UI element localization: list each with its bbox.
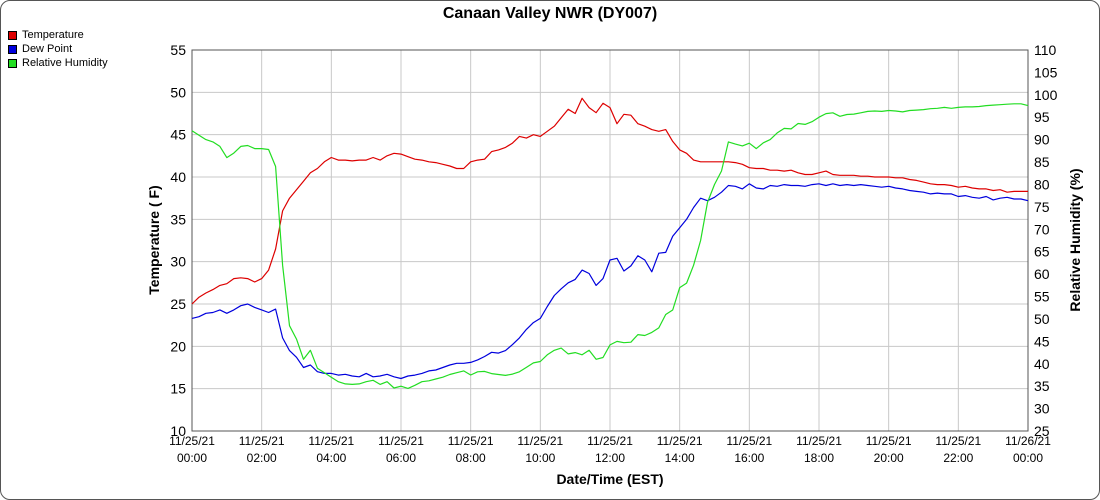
y2-tick-label: 45 — [1034, 333, 1050, 349]
x-tick-time-label: 12:00 — [595, 451, 625, 465]
y-tick-label: 10 — [170, 423, 186, 439]
x-tick-time-label: 20:00 — [874, 451, 904, 465]
y2-tick-label: 110 — [1034, 42, 1057, 58]
chart-legend: Temperature Dew Point Relative Humidity — [8, 28, 108, 70]
x-tick-date-label: 11/25/21 — [657, 434, 703, 448]
x-tick-date-label: 11/25/21 — [239, 434, 285, 448]
legend-item-relative-humidity[interactable]: Relative Humidity — [8, 56, 108, 70]
y-tick-label: 35 — [170, 211, 186, 227]
y-tick-label: 30 — [170, 254, 186, 270]
x-tick-date-label: 11/25/21 — [169, 434, 215, 448]
x-tick-time-label: 16:00 — [734, 451, 764, 465]
series-line-relative-humidity — [191, 103, 1029, 389]
y-tick-label: 55 — [170, 42, 186, 58]
legend-item-dew-point[interactable]: Dew Point — [8, 42, 108, 56]
x-tick-date-label: 11/25/21 — [378, 434, 424, 448]
legend-swatch-dew-point — [8, 44, 17, 54]
y2-tick-label: 40 — [1034, 356, 1050, 372]
y2-tick-label: 25 — [1034, 423, 1050, 439]
axes-layer: 10 15 20 25 30 35 40 45 50 55 25 30 35 40 45 50 55 60 65 70… — [169, 42, 1057, 465]
legend-swatch-relative-humidity — [8, 58, 17, 68]
y2-tick-label: 80 — [1034, 176, 1050, 192]
y-tick-label: 50 — [170, 84, 186, 100]
y2-tick-label: 65 — [1034, 244, 1050, 260]
y-axis-title: Temperature ( F) — [146, 185, 162, 294]
series-line-temperature — [191, 97, 1028, 305]
x-tick-time-label: 18:00 — [804, 451, 834, 465]
x-tick-time-label: 04:00 — [316, 451, 346, 465]
x-tick-time-label: 22:00 — [943, 451, 973, 465]
x-tick-time-label: 00:00 — [1013, 451, 1043, 465]
y2-tick-label: 30 — [1034, 401, 1050, 417]
x-tick-time-label: 02:00 — [247, 451, 277, 465]
legend-item-temperature[interactable]: Temperature — [8, 28, 108, 42]
x-tick-date-label: 11/25/21 — [517, 434, 563, 448]
y2-tick-label: 60 — [1034, 266, 1050, 282]
x-tick-date-label: 11/26/21 — [1005, 434, 1051, 448]
y-tick-label: 40 — [170, 169, 186, 185]
x-tick-date-label: 11/25/21 — [587, 434, 633, 448]
y2-tick-label: 70 — [1034, 221, 1050, 237]
x-tick-time-label: 06:00 — [386, 451, 416, 465]
y2-axis-title: Relative Humidity (%) — [1067, 168, 1083, 311]
y2-tick-label: 35 — [1034, 378, 1050, 394]
y-tick-label: 15 — [170, 381, 186, 397]
legend-label-temperature: Temperature — [22, 29, 84, 41]
y2-tick-label: 85 — [1034, 154, 1050, 170]
y2-tick-label: 55 — [1034, 289, 1050, 305]
y-tick-label: 25 — [170, 296, 186, 312]
x-tick-date-label: 11/25/21 — [448, 434, 494, 448]
x-tick-time-label: 14:00 — [665, 451, 695, 465]
legend-label-dew-point: Dew Point — [22, 43, 73, 55]
legend-swatch-temperature — [8, 30, 17, 40]
chart-title: Canaan Valley NWR (DY007) — [443, 5, 657, 22]
x-tick-time-label: 00:00 — [177, 451, 207, 465]
x-tick-time-label: 08:00 — [456, 451, 486, 465]
series-layer — [191, 97, 1029, 389]
x-tick-date-label: 11/25/21 — [308, 434, 354, 448]
y2-tick-label: 105 — [1034, 64, 1058, 80]
y2-tick-label: 90 — [1034, 132, 1050, 148]
x-tick-date-label: 11/25/21 — [935, 434, 981, 448]
y-tick-label: 45 — [170, 127, 186, 143]
x-tick-date-label: 11/25/21 — [726, 434, 772, 448]
x-tick-date-label: 11/25/21 — [866, 434, 912, 448]
y2-tick-label: 100 — [1034, 87, 1058, 103]
legend-label-relative-humidity: Relative Humidity — [22, 57, 108, 69]
x-tick-time-label: 10:00 — [525, 451, 555, 465]
plot-area-border — [191, 49, 1029, 432]
y2-tick-label: 50 — [1034, 311, 1050, 327]
x-tick-date-label: 11/25/21 — [796, 434, 842, 448]
y2-tick-label: 75 — [1034, 199, 1050, 215]
series-line-dew-point — [191, 183, 1029, 380]
x-axis-title: Date/Time (EST) — [556, 471, 663, 487]
y2-tick-label: 95 — [1034, 109, 1050, 125]
y-tick-label: 20 — [170, 338, 186, 354]
